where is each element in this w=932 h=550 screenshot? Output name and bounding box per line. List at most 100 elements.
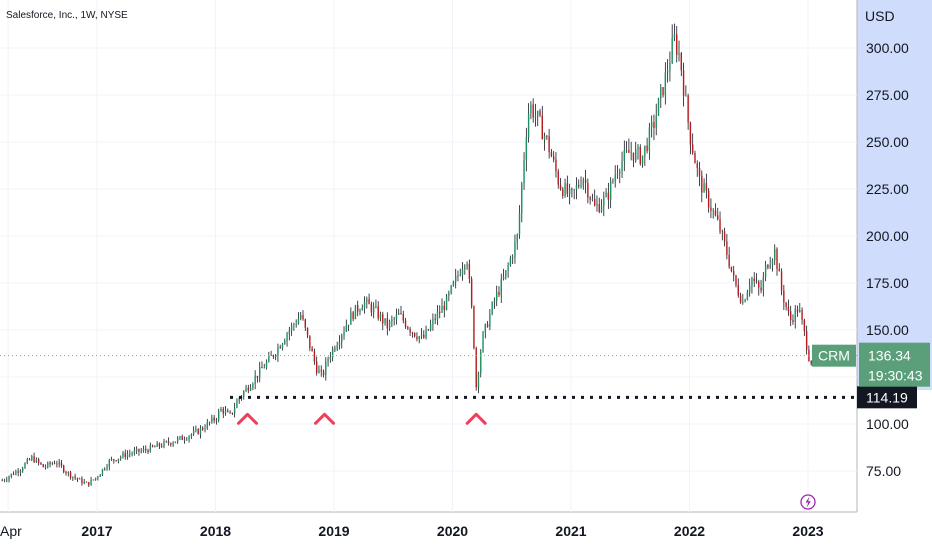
candle-body <box>796 309 799 313</box>
candle <box>174 441 177 444</box>
candle <box>559 178 562 191</box>
candle <box>639 144 641 166</box>
candle <box>612 178 614 184</box>
candle <box>776 247 778 276</box>
candle-body <box>402 313 404 321</box>
candle <box>669 51 671 82</box>
x-tick-label: 2020 <box>437 523 468 539</box>
candle-body <box>297 318 300 324</box>
candle-body <box>379 314 382 319</box>
candle-body <box>92 479 95 481</box>
candle <box>771 258 774 272</box>
candle <box>231 412 234 416</box>
candle-body <box>559 184 562 190</box>
candle-body <box>145 448 147 451</box>
candle-body <box>685 95 687 97</box>
candle-body <box>564 183 566 196</box>
candle-body <box>527 113 530 138</box>
candle-body <box>211 417 213 423</box>
candle <box>53 460 56 465</box>
candle <box>464 264 466 275</box>
candle <box>566 175 569 198</box>
candle-body <box>24 463 26 469</box>
candle <box>792 314 794 325</box>
candle-body <box>805 330 808 350</box>
candle-body <box>714 210 717 216</box>
candle-body <box>780 271 783 291</box>
candle-body <box>502 276 505 279</box>
x-tick-label: 2022 <box>674 523 705 539</box>
candle-body <box>607 192 610 200</box>
candle-body <box>662 87 664 96</box>
candle-body <box>413 332 416 337</box>
candle <box>755 273 758 284</box>
candle <box>783 284 785 311</box>
candle-body <box>206 422 209 429</box>
candle-body <box>58 462 60 465</box>
candle-body <box>448 292 450 296</box>
candle-body <box>174 441 177 443</box>
candle-body <box>557 171 559 185</box>
candle-body <box>598 203 600 212</box>
x-tick-label: Apr <box>0 523 22 539</box>
candle-body <box>140 450 142 452</box>
candle-body <box>350 312 352 325</box>
candle <box>564 178 566 198</box>
candle-body <box>309 335 311 349</box>
candle-body <box>728 254 730 267</box>
candle <box>767 264 769 270</box>
candle <box>197 428 199 435</box>
candle <box>420 328 423 340</box>
candle-body <box>568 188 571 195</box>
candle <box>427 328 430 331</box>
candle <box>454 268 457 289</box>
candle-body <box>550 152 553 157</box>
candle <box>350 307 352 325</box>
candle <box>705 173 708 199</box>
candle-body <box>477 373 480 388</box>
candle-body <box>388 321 391 329</box>
candle <box>188 435 190 443</box>
candle <box>97 475 99 481</box>
candle <box>416 332 418 342</box>
candle <box>445 293 448 311</box>
candle-body <box>126 453 129 458</box>
candle <box>514 234 516 264</box>
y-tick-label: 100.00 <box>866 416 909 432</box>
candle <box>44 464 47 470</box>
candle <box>600 199 603 213</box>
candle-body <box>644 145 646 156</box>
candle <box>562 186 564 199</box>
candle <box>15 469 17 476</box>
candle <box>286 331 288 347</box>
y-axis: 75.00 100.00 150.00 175.00 200.00 225.00 250.0… <box>866 40 909 479</box>
candle-body <box>500 278 502 295</box>
candle-body <box>90 479 92 486</box>
candle-body <box>723 231 726 242</box>
candle-body <box>657 98 660 116</box>
candle-body <box>707 190 710 208</box>
candle-body <box>751 278 753 286</box>
candle <box>794 305 796 329</box>
candle <box>10 473 13 479</box>
support-touch-marker <box>314 412 336 425</box>
candle <box>571 187 573 198</box>
candle <box>117 458 120 464</box>
candle <box>616 165 619 179</box>
candle-body <box>395 314 398 320</box>
candle-body <box>407 327 409 329</box>
candle-body <box>625 149 628 151</box>
candle-body <box>427 329 430 331</box>
candle <box>717 207 719 221</box>
y-tick-label: 150.00 <box>866 322 909 338</box>
candle <box>402 310 404 324</box>
countdown-label: 19:30:43 <box>868 368 923 384</box>
candle <box>265 359 268 370</box>
candle-body <box>482 332 484 352</box>
candle <box>803 318 806 337</box>
alert-icon[interactable] <box>800 494 816 510</box>
candle <box>347 324 350 332</box>
candle <box>325 357 327 381</box>
